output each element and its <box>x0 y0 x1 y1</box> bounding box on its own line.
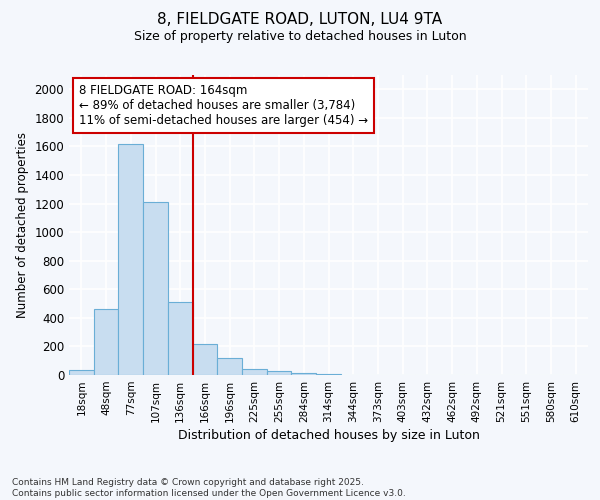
Bar <box>267 372 292 375</box>
Text: Size of property relative to detached houses in Luton: Size of property relative to detached ho… <box>134 30 466 43</box>
Bar <box>143 202 168 375</box>
Text: Contains HM Land Registry data © Crown copyright and database right 2025.
Contai: Contains HM Land Registry data © Crown c… <box>12 478 406 498</box>
Text: 8 FIELDGATE ROAD: 164sqm
← 89% of detached houses are smaller (3,784)
11% of sem: 8 FIELDGATE ROAD: 164sqm ← 89% of detach… <box>79 84 368 127</box>
Bar <box>94 310 118 375</box>
Bar <box>242 368 267 375</box>
Bar <box>168 302 193 375</box>
X-axis label: Distribution of detached houses by size in Luton: Distribution of detached houses by size … <box>178 429 479 442</box>
Y-axis label: Number of detached properties: Number of detached properties <box>16 132 29 318</box>
Bar <box>118 144 143 375</box>
Bar <box>69 370 94 375</box>
Bar <box>316 374 341 375</box>
Bar <box>217 358 242 375</box>
Bar <box>193 344 217 375</box>
Text: 8, FIELDGATE ROAD, LUTON, LU4 9TA: 8, FIELDGATE ROAD, LUTON, LU4 9TA <box>157 12 443 28</box>
Bar <box>292 373 316 375</box>
